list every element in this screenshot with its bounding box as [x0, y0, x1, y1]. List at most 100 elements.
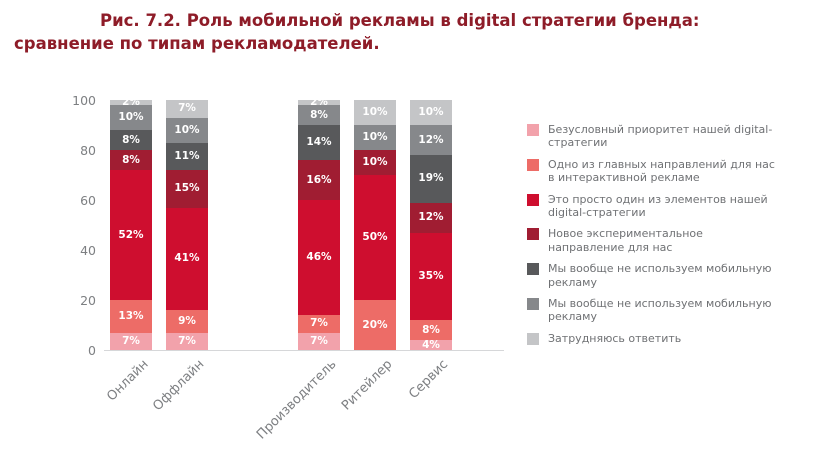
bar-segment: 2% — [110, 96, 152, 108]
bar: 7% 13% 52% 8% 8% 10% 2% — [110, 96, 152, 350]
segment-label: 46% — [306, 251, 332, 263]
segment-label: 12% — [418, 211, 444, 223]
y-tick-label: 20 — [80, 293, 96, 308]
bar-segment: 10% — [410, 100, 452, 125]
segment-label: 2% — [122, 96, 140, 108]
legend-item: Мы вообще не используем мобильную реклам… — [527, 297, 779, 324]
segment-label: 11% — [174, 149, 200, 162]
segment-label: 7% — [122, 334, 140, 347]
bar-segment: 10% — [110, 105, 152, 130]
bar-segment: 46% — [298, 200, 340, 315]
bar-segment: 8% — [298, 105, 340, 125]
bar-segment: 8% — [110, 130, 152, 150]
bar-segment: 7% — [298, 332, 340, 350]
segment-label: 8% — [122, 153, 140, 166]
segment-label: 10% — [118, 111, 144, 123]
bar: 4% 8% 35% 12% 19% 12% 10% — [410, 100, 452, 350]
segment-label: 10% — [174, 123, 200, 136]
segment-label: 50% — [362, 231, 388, 243]
x-tick-label: Онлайн — [104, 357, 152, 405]
bar-segment: 7% — [110, 332, 152, 350]
legend-item: Мы вообще не используем мобильную реклам… — [527, 262, 779, 289]
bar-column: 4% 8% 35% 12% 19% 12% 10% Сервис — [407, 100, 452, 402]
bar-segment: 13% — [110, 300, 152, 333]
bar-segment: 7% — [166, 332, 208, 350]
y-tick-label: 80 — [80, 143, 96, 158]
segment-label: 35% — [418, 269, 444, 282]
x-tick-label: Ритейлер — [339, 357, 396, 414]
figure-caption: Рис. 7.2. Роль мобильной рекламы в digit… — [14, 11, 700, 53]
bar-column: 7% 9% 41% 15% 11% 10% 7% Оффлайн — [151, 100, 208, 414]
bar-segment: 10% — [354, 150, 396, 175]
legend-item: Это просто один из элементов нашей digit… — [527, 193, 779, 220]
bar-column: 7% 7% 46% 16% 14% 8% 2% Производитель — [254, 96, 340, 443]
bar-segment: 50% — [354, 175, 396, 300]
segment-label: 10% — [362, 106, 388, 118]
segment-label: 19% — [418, 172, 444, 185]
bars-area: 7% 13% 52% 8% 8% 10% 2% Онлайн 7% 9% 41% 15% 11% 10% 7… — [104, 96, 452, 443]
legend-swatch — [527, 158, 539, 171]
bar-segment: 12% — [410, 125, 452, 155]
legend-label: Мы вообще не используем мобильную реклам… — [548, 297, 772, 324]
segment-label: 14% — [306, 136, 332, 148]
bar-column: 7% 13% 52% 8% 8% 10% 2% Онлайн — [104, 96, 152, 404]
bar-segment: 8% — [410, 320, 452, 340]
bar: 7% 7% 46% 16% 14% 8% 2% — [298, 96, 340, 350]
legend-label: Одно из главных направлений для нас в ин… — [548, 157, 775, 185]
legend-label: Безусловный приоритет нашей digital-стра… — [548, 123, 773, 150]
segment-label: 52% — [118, 228, 144, 241]
bar-segment: 10% — [166, 117, 208, 143]
segment-label: 20% — [362, 318, 388, 331]
segment-label: 41% — [174, 252, 200, 265]
segment-label: 16% — [306, 173, 332, 186]
segment-label: 15% — [174, 182, 200, 195]
bar-segment: 7% — [298, 315, 340, 333]
legend-swatch — [527, 263, 539, 276]
legend-item: Затрудняюсь ответить — [527, 332, 779, 345]
segment-label: 8% — [310, 108, 328, 121]
legend-swatch — [527, 124, 539, 136]
legend-label: Мы вообще не используем мобильную реклам… — [548, 262, 772, 289]
segment-label: 10% — [362, 156, 388, 168]
legend-swatch — [527, 228, 539, 241]
segment-label: 9% — [178, 314, 196, 327]
legend-label: Затрудняюсь ответить — [548, 331, 682, 345]
bar-segment: 16% — [298, 160, 340, 200]
bar-segment: 10% — [354, 100, 396, 125]
y-tick-label: 60 — [80, 193, 96, 208]
y-tick-label: 0 — [88, 343, 96, 358]
bar-segment: 52% — [110, 170, 152, 300]
legend-label: Новое экспериментальное направление для … — [548, 227, 703, 254]
x-tick-label: Производитель — [254, 357, 340, 443]
segment-label: 4% — [422, 338, 440, 351]
bar-segment: 35% — [410, 232, 452, 320]
bar-segment: 4% — [410, 338, 452, 351]
bar-column: 20% 50% 10% 10% 10% Ритейлер — [339, 100, 396, 413]
segment-label: 10% — [418, 106, 444, 118]
legend-swatch — [527, 332, 539, 345]
bar-segment: 2% — [298, 96, 340, 108]
legend-item: Одно из главных направлений для нас в ин… — [527, 158, 779, 185]
bar: 20% 50% 10% 10% 10% — [354, 100, 396, 350]
y-tick-label: 40 — [80, 243, 96, 258]
x-tick-label: Оффлайн — [150, 357, 208, 415]
legend-item: Безусловный приоритет нашей digital-стра… — [527, 123, 779, 150]
bar-segment: 8% — [110, 150, 152, 170]
segment-label: 8% — [122, 133, 140, 146]
bar-segment: 14% — [298, 125, 340, 160]
segment-label: 7% — [178, 102, 196, 115]
y-axis: 0 20 40 60 80 100 — [0, 93, 96, 358]
segment-label: 8% — [422, 323, 440, 336]
segment-label: 2% — [310, 96, 328, 108]
bar-segment: 10% — [354, 125, 396, 150]
legend-swatch — [527, 193, 539, 206]
bar-segment: 15% — [166, 170, 208, 208]
legend-item: Новое экспериментальное направление для … — [527, 227, 779, 254]
segment-label: 7% — [310, 317, 328, 330]
bar-segment: 9% — [166, 310, 208, 333]
bar-segment: 19% — [410, 155, 452, 203]
segment-label: 10% — [362, 131, 388, 143]
legend-label: Это просто один из элементов нашей digit… — [548, 192, 768, 220]
bar-segment: 12% — [410, 202, 452, 233]
